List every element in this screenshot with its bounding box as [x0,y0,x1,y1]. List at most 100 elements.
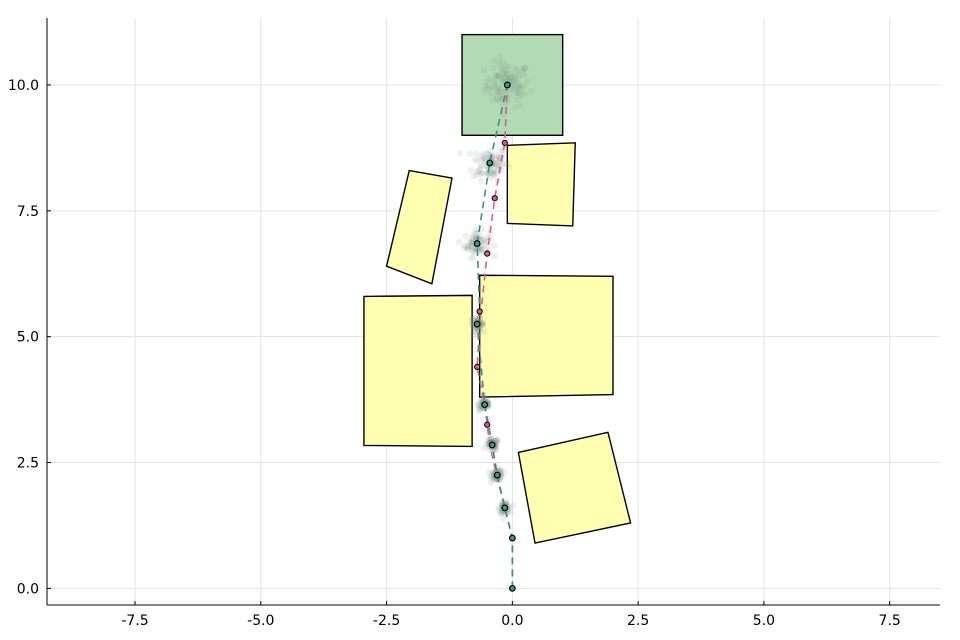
particle-point [471,246,479,253]
particle-point [481,329,488,336]
particle-point [513,67,521,74]
particle-point [497,64,505,72]
particle-point [496,53,504,60]
waypoint-markers [473,81,516,592]
particle-point [461,244,468,252]
particle-point [502,161,510,169]
intermediate-marker [484,250,491,257]
particle-point [478,170,486,177]
particle-point [520,82,527,90]
y-tick-label: 5.0 [17,330,39,346]
particle-point [476,403,483,410]
particle-point [501,469,508,477]
particle-point [477,152,485,160]
particle-point [479,318,486,325]
particle-point [487,147,494,155]
particle-point [464,245,471,252]
particle-point [485,242,492,250]
particle-point [476,405,484,412]
particle-point [471,156,478,163]
particle-point [493,446,501,453]
particle-point [476,170,484,178]
particle-point [490,167,497,175]
waypoint-marker [508,584,516,592]
x-tick-label: -5.0 [247,613,274,629]
particle-point [468,239,475,246]
particle-point [512,78,519,85]
waypoint-marker [501,504,509,512]
particle-point [475,401,482,409]
particle-point [491,78,499,85]
particle-point [524,78,531,85]
particle-point [485,468,493,476]
particle-point [497,466,504,473]
particle-point [467,243,475,250]
particle-point [480,241,488,249]
particle-point [497,162,504,169]
particle-point [482,155,489,162]
particle-point [474,157,482,164]
particle-point [476,166,484,173]
particle-point [468,243,475,250]
particle-point [490,57,498,64]
particle-point [480,150,487,158]
particle-point [484,83,492,90]
particle-point [469,233,476,240]
particle-point [510,502,517,509]
particle-point [495,72,502,80]
particle-point [517,101,524,109]
waypoint-marker [488,441,496,449]
particle-point [499,77,507,85]
particle-point [476,326,483,333]
particle-point [485,85,493,93]
particle-point [513,89,521,97]
goal-region [461,33,564,136]
particle-point [497,89,504,96]
particle-point [470,327,478,334]
particle-point [499,58,507,66]
particle-point [495,84,503,92]
particle-point [481,82,489,90]
obstacle-polygon [385,169,453,285]
particle-point [479,321,487,329]
particle-point [513,96,520,104]
particle-point [496,506,503,514]
x-tick-label: 0.0 [501,613,523,629]
particle-point [500,69,507,77]
particle-point [494,72,501,80]
particle-point [464,245,472,253]
particle-point [520,90,528,97]
particle-point [503,62,510,70]
particle-point [462,232,469,240]
particle-point [474,327,481,335]
particle-point [514,80,522,87]
intermediate-marker [501,139,508,146]
particle-point [481,237,489,245]
particle-point [510,78,518,86]
particle-point [528,88,535,95]
particle-point [477,407,484,414]
particle-point [455,238,463,246]
particle-point [480,154,488,162]
waypoint-marker [508,534,516,542]
particle-point [484,171,492,178]
particle-point [493,155,500,163]
particle-point [475,407,482,414]
obstacle-polygon [517,431,632,544]
particle-point [488,435,495,442]
particle-point [520,65,528,72]
particle-point [497,95,504,102]
particle-point [490,171,498,178]
particle-point [508,509,515,516]
particle-point [480,67,488,74]
particle-point [491,160,499,167]
particle-point [473,150,480,157]
particle-point [474,168,481,175]
particle-point [495,504,502,511]
intermediate-marker [476,308,483,315]
particle-point [500,515,507,522]
obstacle-polygon [478,274,614,398]
particle-point [499,65,506,73]
particle-point [515,89,523,96]
particle-point [469,248,476,255]
